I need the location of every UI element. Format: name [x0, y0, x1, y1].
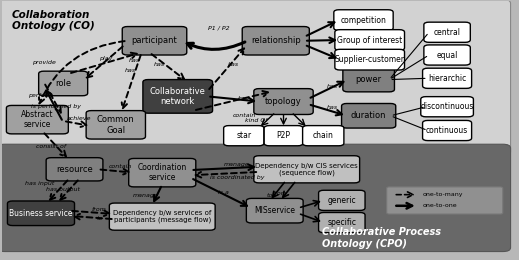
Text: is a: is a: [217, 190, 228, 195]
Text: Dependency b/w CIS services
(sequence flow): Dependency b/w CIS services (sequence fl…: [255, 162, 358, 176]
Text: one-to-one: one-to-one: [423, 203, 457, 208]
FancyBboxPatch shape: [424, 22, 470, 42]
FancyBboxPatch shape: [424, 45, 470, 65]
FancyBboxPatch shape: [422, 120, 472, 141]
Text: star: star: [236, 131, 251, 140]
Text: participant: participant: [132, 36, 177, 45]
Text: consist of: consist of: [36, 144, 66, 149]
Text: equal: equal: [436, 50, 458, 60]
Text: Coordination
service: Coordination service: [138, 163, 187, 182]
FancyBboxPatch shape: [334, 10, 393, 30]
FancyBboxPatch shape: [247, 198, 303, 223]
Text: has: has: [238, 96, 249, 101]
Text: is performed by: is performed by: [32, 104, 81, 109]
Text: contain: contain: [233, 113, 256, 118]
Text: chain: chain: [313, 131, 334, 140]
FancyBboxPatch shape: [335, 30, 404, 50]
FancyBboxPatch shape: [7, 201, 75, 226]
Text: MISservice: MISservice: [254, 206, 295, 215]
Text: has: has: [128, 58, 140, 63]
Text: Collaborative Process
Ontology (CPO): Collaborative Process Ontology (CPO): [322, 227, 441, 249]
Text: has: has: [125, 68, 136, 73]
FancyBboxPatch shape: [86, 110, 145, 139]
FancyBboxPatch shape: [335, 49, 404, 70]
FancyBboxPatch shape: [387, 187, 503, 214]
Text: relationship: relationship: [251, 36, 301, 45]
Text: manage: manage: [224, 162, 250, 167]
FancyBboxPatch shape: [0, 144, 511, 251]
FancyBboxPatch shape: [6, 106, 69, 134]
FancyBboxPatch shape: [38, 71, 88, 96]
Text: is coordinated by: is coordinated by: [210, 175, 264, 180]
Text: to: to: [96, 216, 102, 221]
Text: has: has: [327, 84, 338, 89]
Text: specific: specific: [327, 218, 357, 227]
Text: provide: provide: [32, 60, 56, 65]
FancyBboxPatch shape: [129, 158, 196, 187]
Text: Abstract
service: Abstract service: [21, 110, 53, 129]
FancyBboxPatch shape: [224, 126, 264, 146]
Text: generic: generic: [327, 196, 356, 205]
Text: has: has: [228, 62, 239, 67]
Text: has: has: [154, 62, 165, 67]
FancyBboxPatch shape: [319, 190, 365, 210]
Text: has output: has output: [46, 187, 80, 192]
FancyBboxPatch shape: [342, 103, 396, 128]
Text: Business service: Business service: [9, 209, 73, 218]
Text: to: to: [266, 193, 273, 198]
FancyBboxPatch shape: [319, 212, 365, 233]
Text: P2P: P2P: [277, 131, 291, 140]
FancyBboxPatch shape: [343, 67, 394, 92]
Text: play: play: [99, 56, 112, 61]
Text: from: from: [92, 207, 107, 212]
Text: duration: duration: [351, 111, 387, 120]
Text: topology: topology: [265, 97, 302, 106]
FancyBboxPatch shape: [46, 158, 103, 181]
FancyBboxPatch shape: [254, 89, 313, 114]
Text: from: from: [272, 191, 288, 196]
Text: perform: perform: [29, 93, 53, 98]
Text: has: has: [327, 105, 338, 110]
FancyBboxPatch shape: [122, 27, 187, 55]
Text: Supplier-customer: Supplier-customer: [335, 55, 405, 64]
Text: discontinuous: discontinuous: [420, 102, 474, 111]
Text: one-to-many: one-to-many: [423, 192, 463, 197]
Text: continuous: continuous: [426, 126, 468, 135]
FancyBboxPatch shape: [143, 80, 213, 113]
FancyBboxPatch shape: [422, 68, 472, 88]
Text: contain: contain: [108, 164, 132, 169]
Text: Dependency b/w services of
participants (message flow): Dependency b/w services of participants …: [113, 210, 211, 223]
Text: Collaborative
network: Collaborative network: [150, 87, 206, 106]
Text: Common
Goal: Common Goal: [97, 115, 134, 134]
Text: hierarchic: hierarchic: [428, 74, 466, 83]
FancyBboxPatch shape: [242, 27, 309, 55]
Text: role: role: [55, 79, 71, 88]
Text: Collaboration
Ontology (CO): Collaboration Ontology (CO): [11, 10, 94, 31]
FancyBboxPatch shape: [254, 156, 360, 183]
FancyBboxPatch shape: [303, 126, 344, 146]
Text: Group of interest: Group of interest: [337, 36, 402, 44]
FancyBboxPatch shape: [110, 203, 215, 230]
FancyBboxPatch shape: [421, 97, 473, 117]
Text: resource: resource: [56, 165, 93, 174]
FancyBboxPatch shape: [264, 126, 303, 146]
Text: competition: competition: [340, 16, 387, 25]
Text: P1 / P2: P1 / P2: [208, 25, 230, 30]
Text: manage: manage: [133, 193, 159, 198]
Text: achieve: achieve: [66, 116, 91, 121]
FancyBboxPatch shape: [0, 0, 511, 156]
Text: kind Of: kind Of: [245, 119, 267, 123]
Text: has input: has input: [25, 181, 54, 186]
Text: central: central: [433, 28, 460, 37]
Text: power: power: [356, 75, 381, 84]
